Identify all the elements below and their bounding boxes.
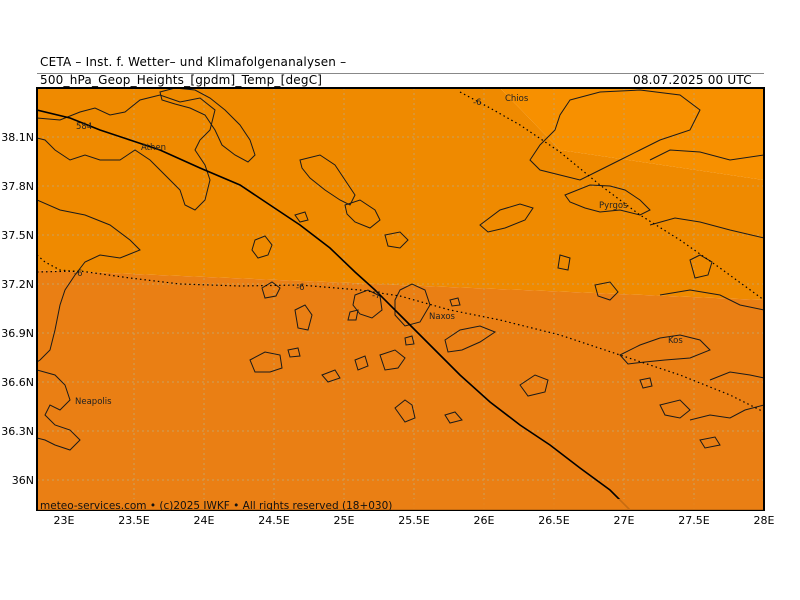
contour-label-584: 584 [76,122,92,132]
longitude-axis: 23E 23.5E 24E 24.5E 25E 25.5E 26E 26.5E 27E 27.5E… [54,514,775,527]
latitude-tick-label: 37.2N [1,278,34,291]
header-bar [37,73,764,88]
longitude-tick-label: 27.5E [678,514,709,527]
longitude-tick-label: 24.5E [258,514,289,527]
coastlines [37,88,764,451]
place-label-kos: Kos [668,336,683,346]
isotherm-label: -6 [296,283,304,293]
place-label-athen: Athen [141,143,166,153]
isotherm-label: -6 [473,98,481,108]
isotherm-label: -7 [372,291,380,301]
longitude-tick-label: 28E [754,514,775,527]
valid-time: 08.07.2025 00 UTC [633,73,752,87]
latitude-tick-label: 38.1N [1,131,34,144]
parameter-label: 500_hPa_Geop_Heights_[gpdm]_Temp_[degC] [40,73,323,87]
temp-band-deep [37,270,764,510]
latitude-tick-label: 36.6N [1,376,34,389]
copyright-footer: meteo-services.com • (c)2025 IWKF • All … [40,500,392,512]
longitude-tick-label: 26E [474,514,495,527]
latitude-axis: 38.1N 37.8N 37.5N 37.2N 36.9N 36.6N 36.3N 36N [1,131,34,487]
isotherm-label: -6 [74,269,82,279]
isotherm-minus6-north [459,91,764,301]
latitude-tick-label: 36.9N [1,327,34,340]
latitude-tick-label: 36.3N [1,425,34,438]
place-label-pyrgos: Pyrgos [599,201,628,211]
longitude-tick-label: 23.5E [118,514,149,527]
longitude-tick-label: 25.5E [398,514,429,527]
longitude-tick-label: 25E [334,514,355,527]
place-label-naxos: Naxos [429,312,456,322]
height-contour-584 [37,109,631,510]
temp-band-warm [37,88,764,180]
longitude-tick-label: 27E [614,514,635,527]
latitude-tick-label: 36N [12,474,34,487]
longitude-tick-label: 26.5E [538,514,569,527]
longitude-tick-label: 23E [54,514,75,527]
latitude-tick-label: 37.5N [1,229,34,242]
isotherm-minus7 [37,254,81,273]
place-label-chios: Chios [505,94,529,104]
header-title: CETA – Inst. f. Wetter– und Klimafolgena… [40,55,347,69]
grid-lines [37,88,764,510]
isotherm-minus6-west [37,270,764,413]
place-label-neapolis: Neapolis [75,397,112,407]
temp-band-mid [37,88,764,300]
latitude-tick-label: 37.8N [1,180,34,193]
longitude-tick-label: 24E [194,514,215,527]
